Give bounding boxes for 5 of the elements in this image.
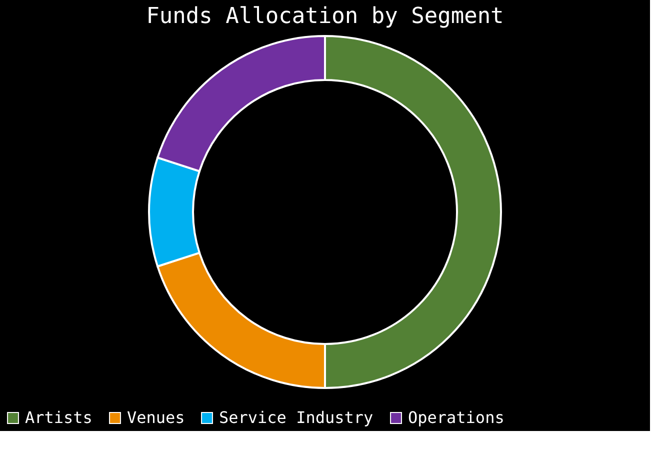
legend-label: Artists [25,408,92,427]
legend-label: Venues [127,408,185,427]
legend-label: Service Industry [219,408,374,427]
legend-label: Operations [408,408,504,427]
chart-title: Funds Allocation by Segment [146,4,504,29]
